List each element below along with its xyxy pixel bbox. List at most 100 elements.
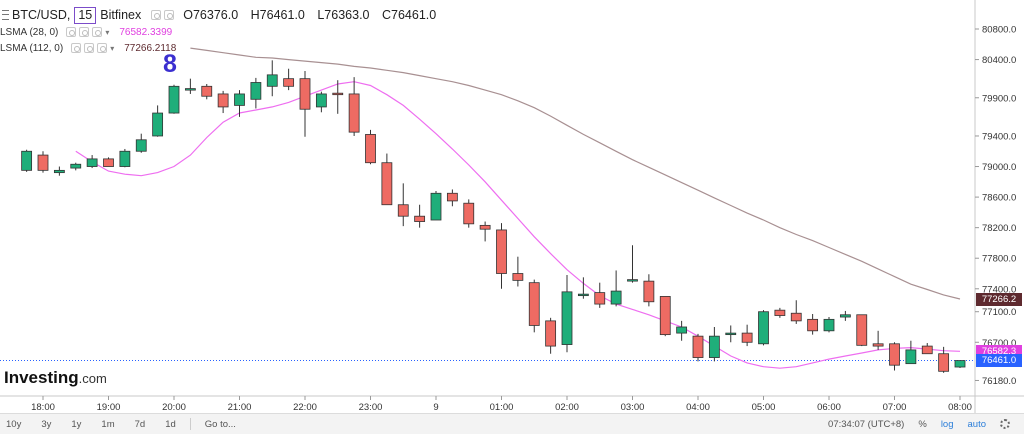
candle-body: [676, 326, 688, 334]
indicator-lsma-112[interactable]: LSMA (112, 0) ▾ 77266.2118: [0, 41, 176, 55]
range-3y-button[interactable]: 3y: [41, 418, 52, 430]
lsma-112-line: [190, 47, 961, 300]
candle-body: [692, 335, 704, 358]
price-tick-label: 79400.0: [982, 131, 1016, 142]
candle-body: [217, 93, 229, 108]
candle-body: [528, 282, 540, 326]
candle-body: [610, 290, 622, 305]
eye-icon[interactable]: [71, 43, 82, 53]
candle-body: [545, 320, 557, 347]
candle-body: [512, 273, 524, 281]
price-tick-label: 76180.0: [982, 376, 1016, 387]
time-tick-label: 07:00: [883, 402, 907, 413]
candle-body: [774, 309, 786, 316]
lsma-28-line: [75, 81, 961, 369]
candle-body: [152, 112, 164, 137]
candle-body: [463, 202, 475, 225]
candle-body: [365, 134, 376, 164]
candle-body: [37, 154, 49, 171]
candle-body: [103, 158, 114, 167]
time-tick-label: 05:00: [752, 402, 776, 413]
candle-body: [889, 343, 900, 366]
range-1d-button[interactable]: 1d: [165, 418, 176, 430]
candle-body: [283, 78, 295, 87]
timeframe-button[interactable]: 15: [74, 6, 97, 24]
price-tick-label: 80400.0: [982, 55, 1016, 66]
candle-body: [758, 311, 769, 345]
brand-suffix: .com: [78, 371, 107, 386]
range-10y-button[interactable]: 10y: [6, 418, 22, 430]
price-tick-label: 77100.0: [982, 307, 1016, 318]
candle-body: [430, 192, 442, 221]
candle-body: [135, 139, 147, 152]
high-value: H76461.0: [250, 8, 305, 22]
price-tick-label: 77800.0: [982, 254, 1016, 265]
price-tick-label: 79900.0: [982, 93, 1016, 104]
candle-body: [561, 291, 573, 345]
price-tick-label: 77400.0: [982, 284, 1016, 295]
candle-body: [594, 292, 606, 305]
symbol-header: BTC/USD, 15 Bitfinex O76376.0 H76461.0 L…: [0, 6, 445, 24]
time-tick-label: 03:00: [621, 402, 645, 413]
candle-body: [397, 204, 409, 217]
eye-icon[interactable]: [151, 10, 162, 20]
candle-body: [807, 318, 819, 332]
goto-button[interactable]: Go to...: [204, 418, 236, 430]
candle-body: [856, 314, 868, 346]
candle-body: [905, 349, 917, 365]
auto-toggle[interactable]: auto: [967, 418, 987, 430]
bottom-toolbar: 10y 3y 1y 1m 7d 1d Go to... 07:34:07 (UT…: [0, 413, 1024, 434]
chart-annotation: 8: [163, 50, 177, 78]
range-1m-button[interactable]: 1m: [101, 418, 115, 430]
candle-body: [348, 93, 360, 133]
candle-body: [627, 279, 638, 282]
time-tick-label: 04:00: [686, 402, 710, 413]
candle-body: [119, 150, 131, 167]
price-tick-label: 80800.0: [982, 25, 1016, 36]
candle-body: [266, 74, 278, 87]
price-tick-label: 76700.0: [982, 338, 1016, 349]
candle-body: [201, 85, 213, 97]
low-value: L76363.0: [317, 8, 370, 22]
percent-toggle[interactable]: %: [918, 418, 927, 430]
indicator-value: 77266.2118: [124, 42, 177, 54]
candle-body: [446, 192, 458, 202]
candle-body: [643, 280, 655, 303]
settings-icon[interactable]: [84, 43, 95, 53]
settings-icon[interactable]: [79, 27, 90, 37]
eye-icon[interactable]: [66, 27, 77, 37]
log-toggle[interactable]: log: [940, 418, 954, 430]
close-value: C76461.0: [381, 8, 437, 22]
time-tick-label: 9: [433, 402, 438, 413]
last-price-tag: 76461.0: [976, 354, 1022, 368]
exchange-name: Bitfinex: [100, 8, 142, 22]
close-icon[interactable]: [97, 43, 108, 53]
investing-logo: Investing .com: [4, 368, 107, 388]
candle-body: [381, 162, 393, 206]
time-tick-label: 06:00: [817, 402, 841, 413]
gear-icon[interactable]: [1000, 419, 1010, 429]
price-tick-label: 79000.0: [982, 162, 1016, 173]
time-tick-label: 23:00: [359, 402, 383, 413]
menu-icon[interactable]: [2, 10, 9, 20]
range-1y-button[interactable]: 1y: [71, 418, 82, 430]
candle-body: [725, 332, 737, 336]
candle-body: [168, 85, 180, 114]
settings-icon[interactable]: [164, 10, 175, 20]
candle-body: [332, 92, 344, 96]
candle-body: [315, 93, 327, 108]
chevron-down-icon[interactable]: ▾: [105, 27, 110, 37]
symbol-name[interactable]: BTC/USD,: [12, 8, 71, 22]
close-icon[interactable]: [92, 27, 103, 37]
range-7d-button[interactable]: 7d: [134, 418, 146, 430]
indicator-name: LSMA (28, 0): [0, 26, 59, 38]
time-tick-label: 19:00: [97, 402, 121, 413]
time-tick-label: 02:00: [555, 402, 579, 413]
candle-body: [234, 93, 245, 106]
indicator-lsma-28[interactable]: LSMA (28, 0) ▾ 76582.3399: [0, 25, 172, 39]
candle-body: [708, 335, 720, 358]
candle-body: [954, 360, 966, 368]
chevron-down-icon[interactable]: ▾: [110, 43, 115, 53]
open-value: O76376.0: [183, 8, 239, 22]
